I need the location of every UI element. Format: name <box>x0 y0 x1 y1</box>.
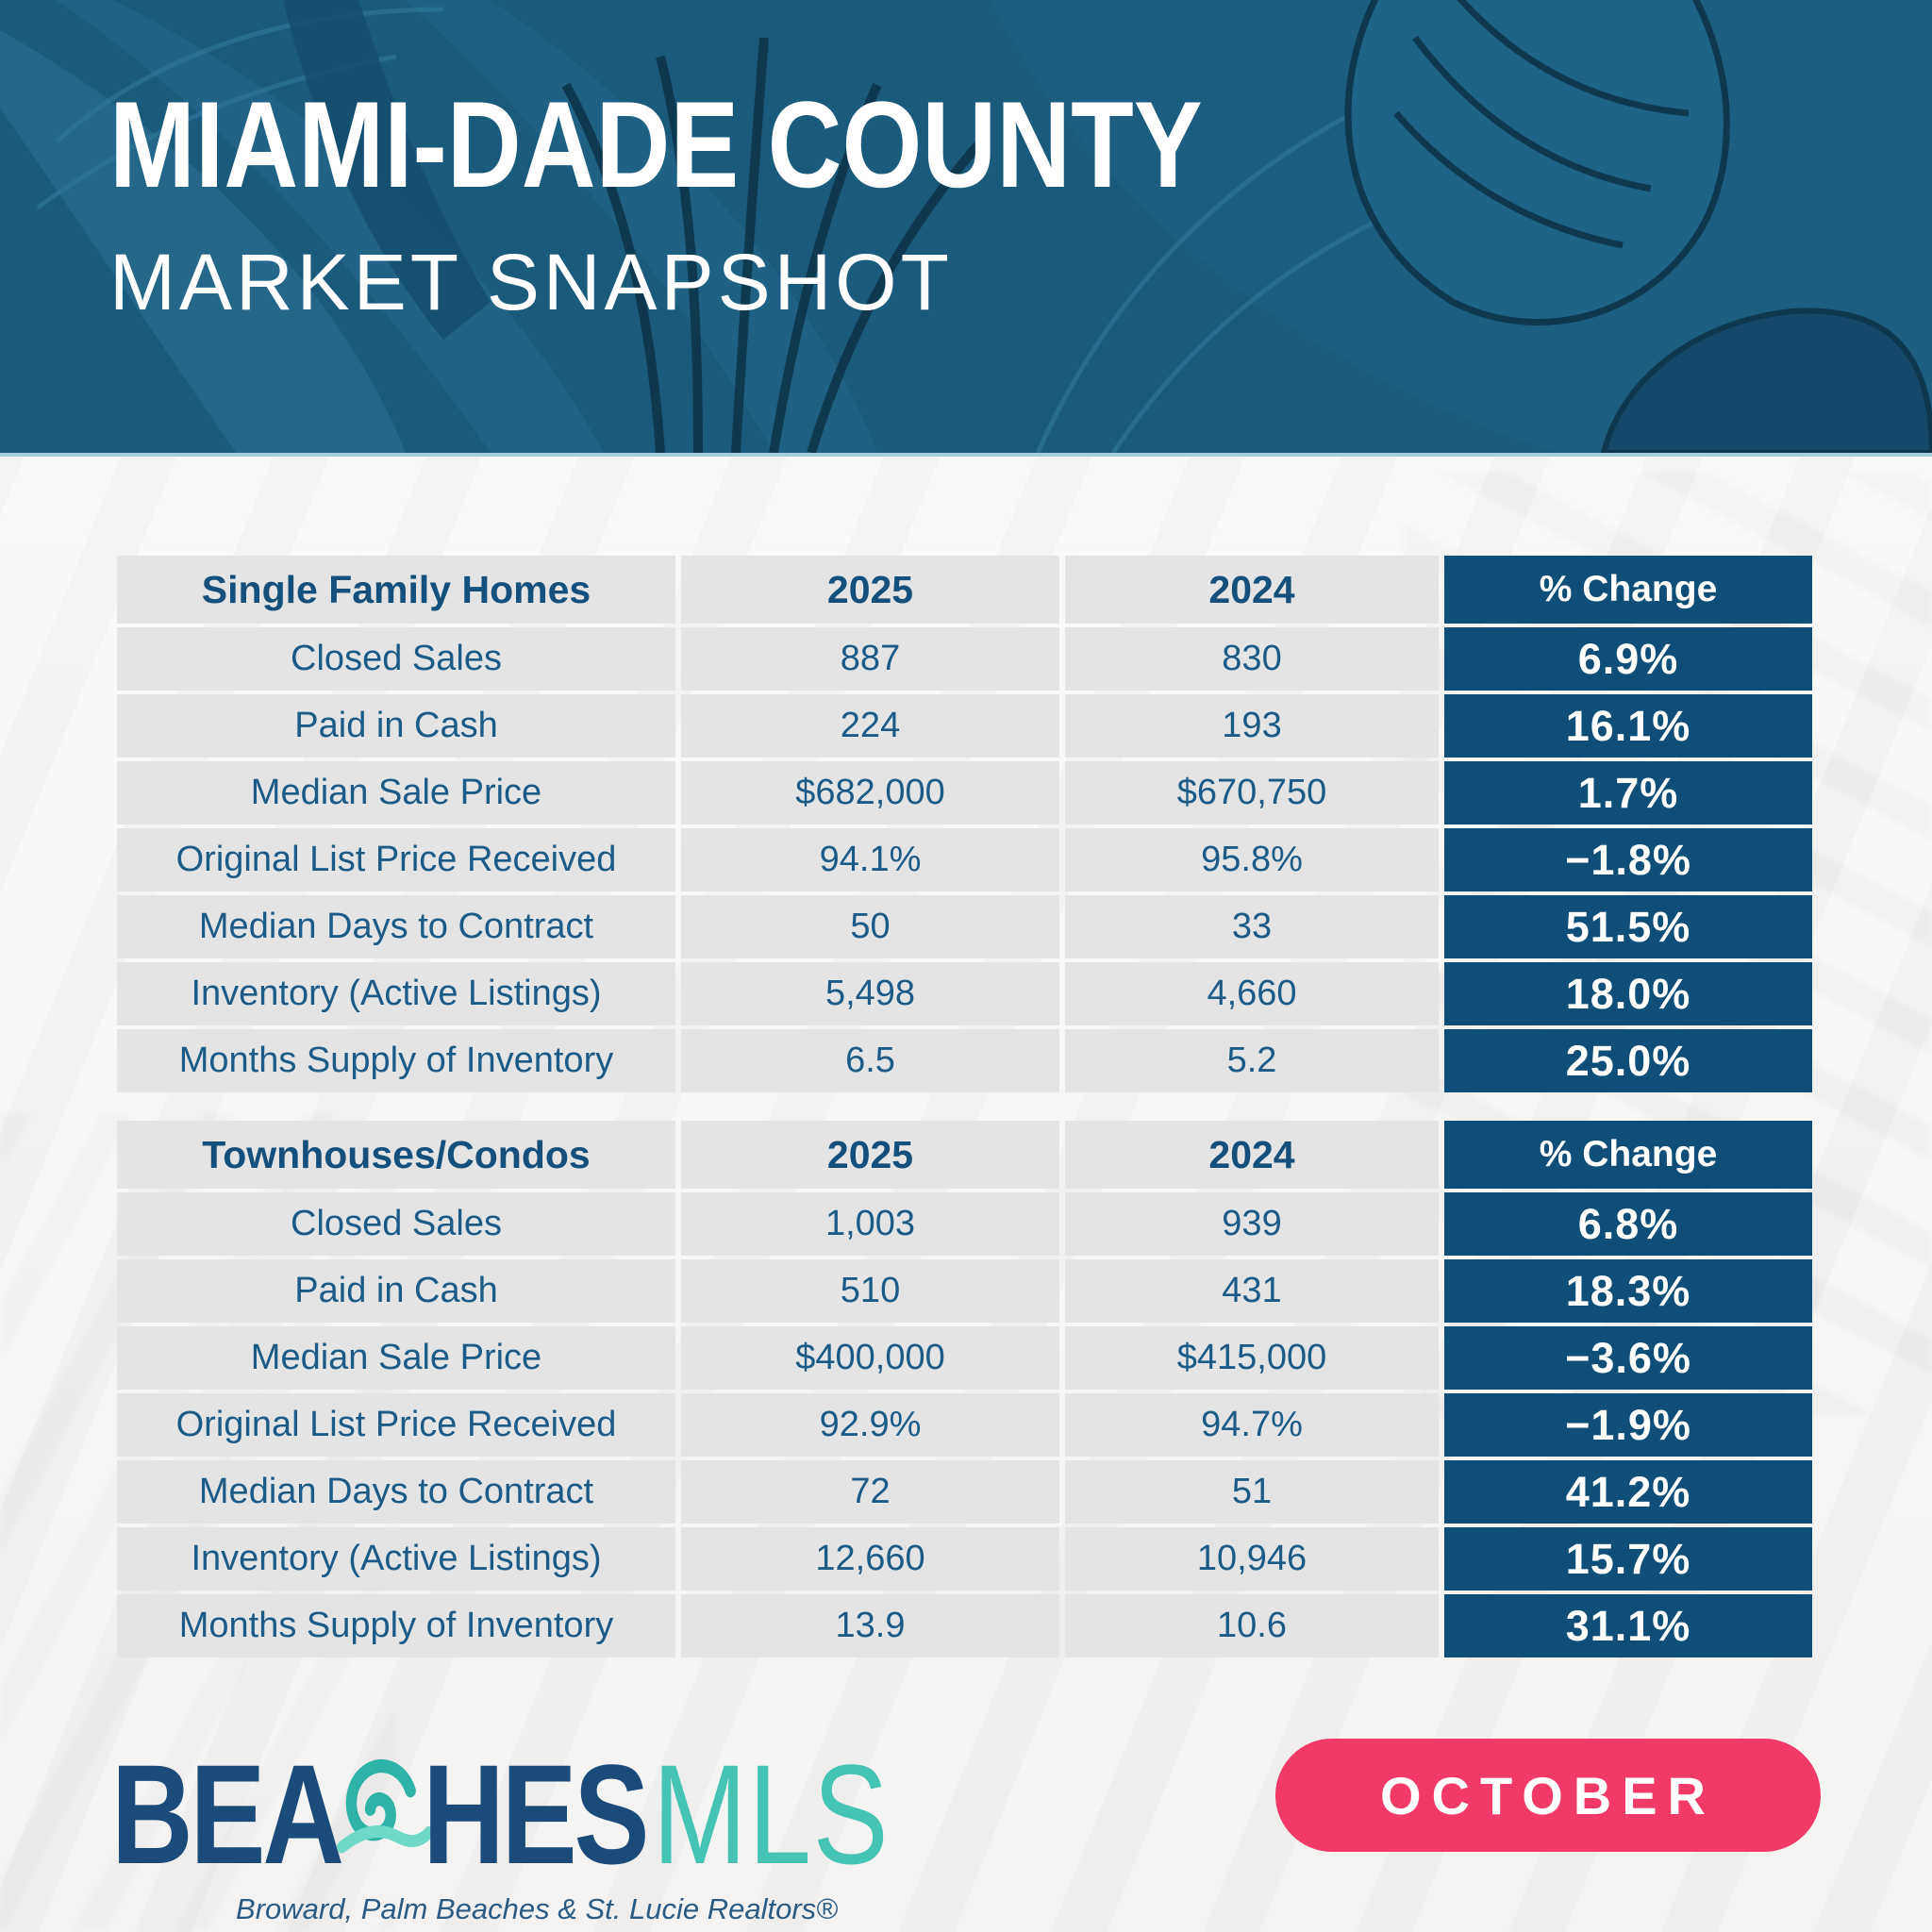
beaches-mls-logo: BEA HES MLS Broward, Palm Beaches & St. … <box>111 1743 1085 1926</box>
table-category-header: Townhouses/Condos <box>117 1121 675 1189</box>
logo-wordmark: BEA HES MLS <box>111 1743 890 1885</box>
single-family-homes-table: Single Family Homes 2025 2024 % Change C… <box>117 556 1812 1092</box>
value-2025-cell: 13.9 <box>681 1594 1059 1657</box>
row-label-cell: Original List Price Received <box>117 1393 675 1457</box>
col-header-2025: 2025 <box>681 1121 1059 1189</box>
value-2025-cell: 887 <box>681 627 1059 691</box>
value-2024-cell: 4,660 <box>1065 962 1439 1025</box>
logo-tagline: Broward, Palm Beaches & St. Lucie Realto… <box>236 1892 838 1925</box>
col-header-2024: 2024 <box>1065 556 1439 624</box>
value-2024-cell: 10,946 <box>1065 1527 1439 1591</box>
pct-change-cell: 41.2% <box>1444 1460 1812 1524</box>
value-2025-cell: 12,660 <box>681 1527 1059 1591</box>
pct-change-cell: 25.0% <box>1444 1029 1812 1092</box>
value-2024-cell: 431 <box>1065 1259 1439 1323</box>
value-2024-cell: 5.2 <box>1065 1029 1439 1092</box>
townhouses-condos-table: Townhouses/Condos 2025 2024 % Change Clo… <box>117 1121 1812 1657</box>
logo-text-hes: HES <box>423 1735 649 1893</box>
value-2024-cell: 939 <box>1065 1192 1439 1256</box>
month-badge: OCTOBER <box>1275 1739 1821 1852</box>
value-2025-cell: $682,000 <box>681 761 1059 824</box>
row-label-cell: Median Days to Contract <box>117 895 675 958</box>
row-label-cell: Closed Sales <box>117 1192 675 1256</box>
tropical-leaves-decoration <box>0 0 1932 453</box>
pct-change-cell: 51.5% <box>1444 895 1812 958</box>
value-2025-cell: 5,498 <box>681 962 1059 1025</box>
header-titles: MIAMI-DADE COUNTY MARKET SNAPSHOT <box>109 75 1410 328</box>
value-2025-cell: 72 <box>681 1460 1059 1524</box>
row-label-cell: Months Supply of Inventory <box>117 1594 675 1657</box>
value-2025-cell: 50 <box>681 895 1059 958</box>
page-subtitle: MARKET SNAPSHOT <box>109 238 953 327</box>
page-title: MIAMI-DADE COUNTY <box>109 75 1203 213</box>
value-2025-cell: 94.1% <box>681 828 1059 891</box>
col-header-pct-change: % Change <box>1444 556 1812 624</box>
value-2025-cell: $400,000 <box>681 1326 1059 1390</box>
value-2024-cell: $670,750 <box>1065 761 1439 824</box>
row-label-cell: Original List Price Received <box>117 828 675 891</box>
pct-change-cell: 18.0% <box>1444 962 1812 1025</box>
row-label-cell: Months Supply of Inventory <box>117 1029 675 1092</box>
row-label-cell: Closed Sales <box>117 627 675 691</box>
pct-change-cell: −3.6% <box>1444 1326 1812 1390</box>
row-label-cell: Median Sale Price <box>117 761 675 824</box>
wave-icon <box>336 1758 432 1854</box>
value-2024-cell: 33 <box>1065 895 1439 958</box>
header-band: MIAMI-DADE COUNTY MARKET SNAPSHOT <box>0 0 1932 457</box>
value-2024-cell: 94.7% <box>1065 1393 1439 1457</box>
value-2024-cell: 830 <box>1065 627 1439 691</box>
row-label-cell: Paid in Cash <box>117 694 675 758</box>
pct-change-cell: 16.1% <box>1444 694 1812 758</box>
value-2025-cell: 1,003 <box>681 1192 1059 1256</box>
logo-text-mls: MLS <box>652 1735 891 1893</box>
value-2024-cell: 193 <box>1065 694 1439 758</box>
pct-change-cell: −1.9% <box>1444 1393 1812 1457</box>
pct-change-cell: 1.7% <box>1444 761 1812 824</box>
pct-change-cell: 18.3% <box>1444 1259 1812 1323</box>
row-label-cell: Median Sale Price <box>117 1326 675 1390</box>
col-header-pct-change: % Change <box>1444 1121 1812 1189</box>
row-label-cell: Paid in Cash <box>117 1259 675 1323</box>
value-2024-cell: $415,000 <box>1065 1326 1439 1390</box>
pct-change-cell: 6.9% <box>1444 627 1812 691</box>
col-header-2024: 2024 <box>1065 1121 1439 1189</box>
col-header-2025: 2025 <box>681 556 1059 624</box>
row-label-cell: Inventory (Active Listings) <box>117 1527 675 1591</box>
pct-change-cell: 31.1% <box>1444 1594 1812 1657</box>
table-category-header: Single Family Homes <box>117 556 675 624</box>
value-2024-cell: 95.8% <box>1065 828 1439 891</box>
pct-change-cell: 15.7% <box>1444 1527 1812 1591</box>
pct-change-cell: −1.8% <box>1444 828 1812 891</box>
value-2025-cell: 6.5 <box>681 1029 1059 1092</box>
pct-change-cell: 6.8% <box>1444 1192 1812 1256</box>
value-2025-cell: 92.9% <box>681 1393 1059 1457</box>
logo-text-bea: BEA <box>111 1735 344 1893</box>
row-label-cell: Inventory (Active Listings) <box>117 962 675 1025</box>
value-2024-cell: 51 <box>1065 1460 1439 1524</box>
value-2024-cell: 10.6 <box>1065 1594 1439 1657</box>
value-2025-cell: 510 <box>681 1259 1059 1323</box>
row-label-cell: Median Days to Contract <box>117 1460 675 1524</box>
value-2025-cell: 224 <box>681 694 1059 758</box>
